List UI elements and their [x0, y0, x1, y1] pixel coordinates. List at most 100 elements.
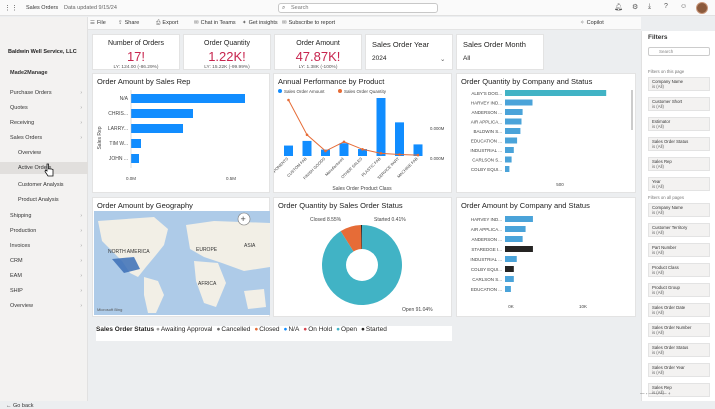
filter-card[interactable]: Sales Rep is (All): [648, 157, 710, 171]
report-title[interactable]: Sales Orders: [26, 5, 59, 11]
subscribe-button[interactable]: ✉ Subscribe to report: [282, 20, 336, 26]
line-point: [361, 148, 364, 151]
chart-order-quantity-by-status[interactable]: Order Quantity by Sales Order Status Clo…: [273, 197, 452, 317]
legend-marker: [278, 89, 282, 93]
sidebar-item-overview[interactable]: Overview: [18, 150, 41, 156]
slicer-label: Sales Order Month: [463, 40, 526, 49]
filter-card[interactable]: Product Group is (All): [648, 283, 710, 297]
filter-card[interactable]: Product Class is (All): [648, 263, 710, 277]
sidebar-item-overview[interactable]: Overview ›: [0, 300, 88, 312]
slice-label: Started 0.41%: [374, 217, 406, 223]
legend-dot-icon: ●: [155, 326, 160, 333]
chart-order-amount-by-company[interactable]: Order Amount by Company and Status HARVE…: [456, 197, 636, 317]
chart-title: Order Amount by Geography: [97, 201, 193, 210]
filter-card[interactable]: Sales Order Date is (All): [648, 303, 710, 317]
sidebar-item-purchase-orders[interactable]: Purchase Orders ›: [0, 87, 88, 99]
legend-dot-icon: ●: [254, 326, 259, 333]
filter-card[interactable]: Sales Order Status is (All): [648, 137, 710, 151]
filter-card[interactable]: Sales Rep is (All): [648, 383, 710, 397]
app-launcher-icon[interactable]: ⋮⋮: [4, 5, 18, 12]
legend-item[interactable]: ●Awaiting Approval: [155, 326, 213, 333]
company-amount-bar-chart: HARVEY IND... AIR APPLICA... ANDERSON ... S…: [470, 216, 587, 309]
filter-card[interactable]: Year is (All): [648, 177, 710, 191]
kpi-subtext: LY: 1.38K (-100%): [298, 65, 338, 70]
chevron-right-icon: ›: [80, 258, 82, 264]
share-button[interactable]: ⇪ Share: [118, 20, 140, 26]
legend-item[interactable]: ●N/A: [283, 326, 300, 333]
avatar[interactable]: [696, 2, 708, 14]
feedback-icon[interactable]: ☺: [680, 3, 688, 10]
legend-item[interactable]: ●Closed: [254, 326, 280, 333]
sidebar-item-sales-orders[interactable]: Sales Orders ›: [0, 132, 88, 144]
filter-card[interactable]: Sales Order Number is (All): [648, 323, 710, 337]
sidebar-item-active-orders[interactable]: Active Orders: [0, 162, 88, 174]
svg-text:+: +: [241, 214, 246, 224]
download-icon[interactable]: ⤓: [648, 3, 652, 10]
sidebar-item-customer-analysis[interactable]: Customer Analysis: [18, 182, 64, 188]
chart-title: Order Quantity by Sales Order Status: [278, 201, 403, 210]
export-button[interactable]: ⎙ Export: [156, 20, 179, 26]
sidebar-item-receiving[interactable]: Receiving ›: [0, 117, 88, 129]
bar-category-label: N/A: [120, 96, 129, 102]
zoom-bar[interactable]: — ◦ ———— +: [640, 391, 671, 396]
filter-name: Sales Order Status: [652, 345, 689, 350]
slicer-sales-order-year[interactable]: Sales Order Year 2024 ⌄: [365, 34, 453, 70]
sidebar-item-product-analysis[interactable]: Product Analysis: [18, 197, 59, 203]
zoom-in-icon[interactable]: [237, 212, 251, 226]
filter-card[interactable]: Sales Order Status is (All): [648, 343, 710, 357]
legend-item[interactable]: ●Started: [360, 326, 387, 333]
status-legend[interactable]: Sales Order Status ●Awaiting Approval ●Ca…: [96, 326, 452, 341]
chevron-down-icon[interactable]: ⌄: [440, 56, 446, 63]
filter-search-input[interactable]: Search: [648, 47, 710, 56]
slicer-sales-order-month[interactable]: Sales Order Month All: [456, 34, 544, 70]
filter-card[interactable]: Part Number is (All): [648, 243, 710, 257]
kpi-order-amount[interactable]: Order Amount 47.87K! LY: 1.38K (-100%): [274, 34, 362, 70]
bar-category-label: COLBY EQUI...: [471, 167, 502, 172]
legend-item[interactable]: ●Open: [336, 326, 357, 333]
sidebar-item-quotes[interactable]: Quotes ›: [0, 102, 88, 114]
map-order-amount-by-geography[interactable]: Order Amount by Geography NORTH AMERICA …: [92, 197, 270, 317]
filter-card[interactable]: Company Name is (All): [648, 203, 710, 217]
kpi-label: Order Quantity: [204, 40, 250, 47]
search-box[interactable]: ⌕ Search: [278, 3, 438, 13]
filter-name: Sales Rep: [652, 159, 672, 164]
go-back-button[interactable]: ← Go back: [6, 403, 34, 409]
filter-card[interactable]: Estimator is (All): [648, 117, 710, 131]
chart-annual-performance[interactable]: Annual Performance by Product Sales Orde…: [273, 73, 452, 193]
sidebar-item-ship[interactable]: SHIP ›: [0, 285, 88, 297]
axis-tick-label: 0.0M: [126, 176, 136, 181]
filter-name: Product Class: [652, 265, 679, 270]
filter-card[interactable]: Company Name is (All): [648, 77, 710, 91]
sidebar-item-shipping[interactable]: Shipping ›: [0, 210, 88, 222]
help-icon[interactable]: ?: [664, 3, 668, 10]
get-insights-button[interactable]: ✦ Get insights: [242, 20, 278, 26]
sidebar-section[interactable]: Made2Manage: [10, 70, 48, 76]
kpi-order-quantity[interactable]: Order Quantity 1.22K! LY: 15.22K (-99.99…: [183, 34, 271, 70]
sidebar-item-crm[interactable]: CRM ›: [0, 255, 88, 267]
world-map[interactable]: NORTH AMERICA EUROPE ASIA AFRICA Microso…: [94, 211, 270, 315]
sidebar-item-invoices[interactable]: Invoices ›: [0, 240, 88, 252]
kpi-number-of-orders[interactable]: Number of Orders 17! LY: 124.00 (-86.29%…: [92, 34, 180, 70]
chart-title: Annual Performance by Product: [278, 77, 385, 86]
bar: [505, 226, 526, 232]
file-menu[interactable]: ☰ File: [90, 20, 106, 26]
filter-value: is (All): [652, 350, 664, 355]
filter-card[interactable]: Customer Short is (All): [648, 97, 710, 111]
filter-value: is (All): [652, 104, 664, 109]
bar: [505, 90, 607, 96]
chevron-right-icon: ›: [80, 105, 82, 111]
filter-card[interactable]: Customer Territory is (All): [648, 223, 710, 237]
gear-icon[interactable]: ⚙: [632, 4, 639, 11]
chat-in-teams-button[interactable]: ✉ Chat in Teams: [194, 20, 236, 26]
copilot-button[interactable]: ✧ Copilot: [580, 20, 604, 26]
bell-icon[interactable]: 🔔︎: [614, 4, 623, 11]
axis-tick-label: 0.5M: [226, 176, 236, 181]
sidebar-item-eam[interactable]: EAM ›: [0, 270, 88, 282]
chart-order-amount-by-sales-rep[interactable]: Order Amount by Sales Rep Sales Rep N/A CH…: [92, 73, 270, 193]
sidebar-item-production[interactable]: Production ›: [0, 225, 88, 237]
filter-card[interactable]: Sales Order Year is (All): [648, 363, 710, 377]
chart-order-quantity-by-company[interactable]: Order Quantity by Company and Status ALB…: [456, 73, 636, 193]
legend-item[interactable]: ●Cancelled: [216, 326, 251, 333]
chevron-right-icon: ›: [80, 273, 82, 279]
legend-item[interactable]: ●On Hold: [303, 326, 333, 333]
